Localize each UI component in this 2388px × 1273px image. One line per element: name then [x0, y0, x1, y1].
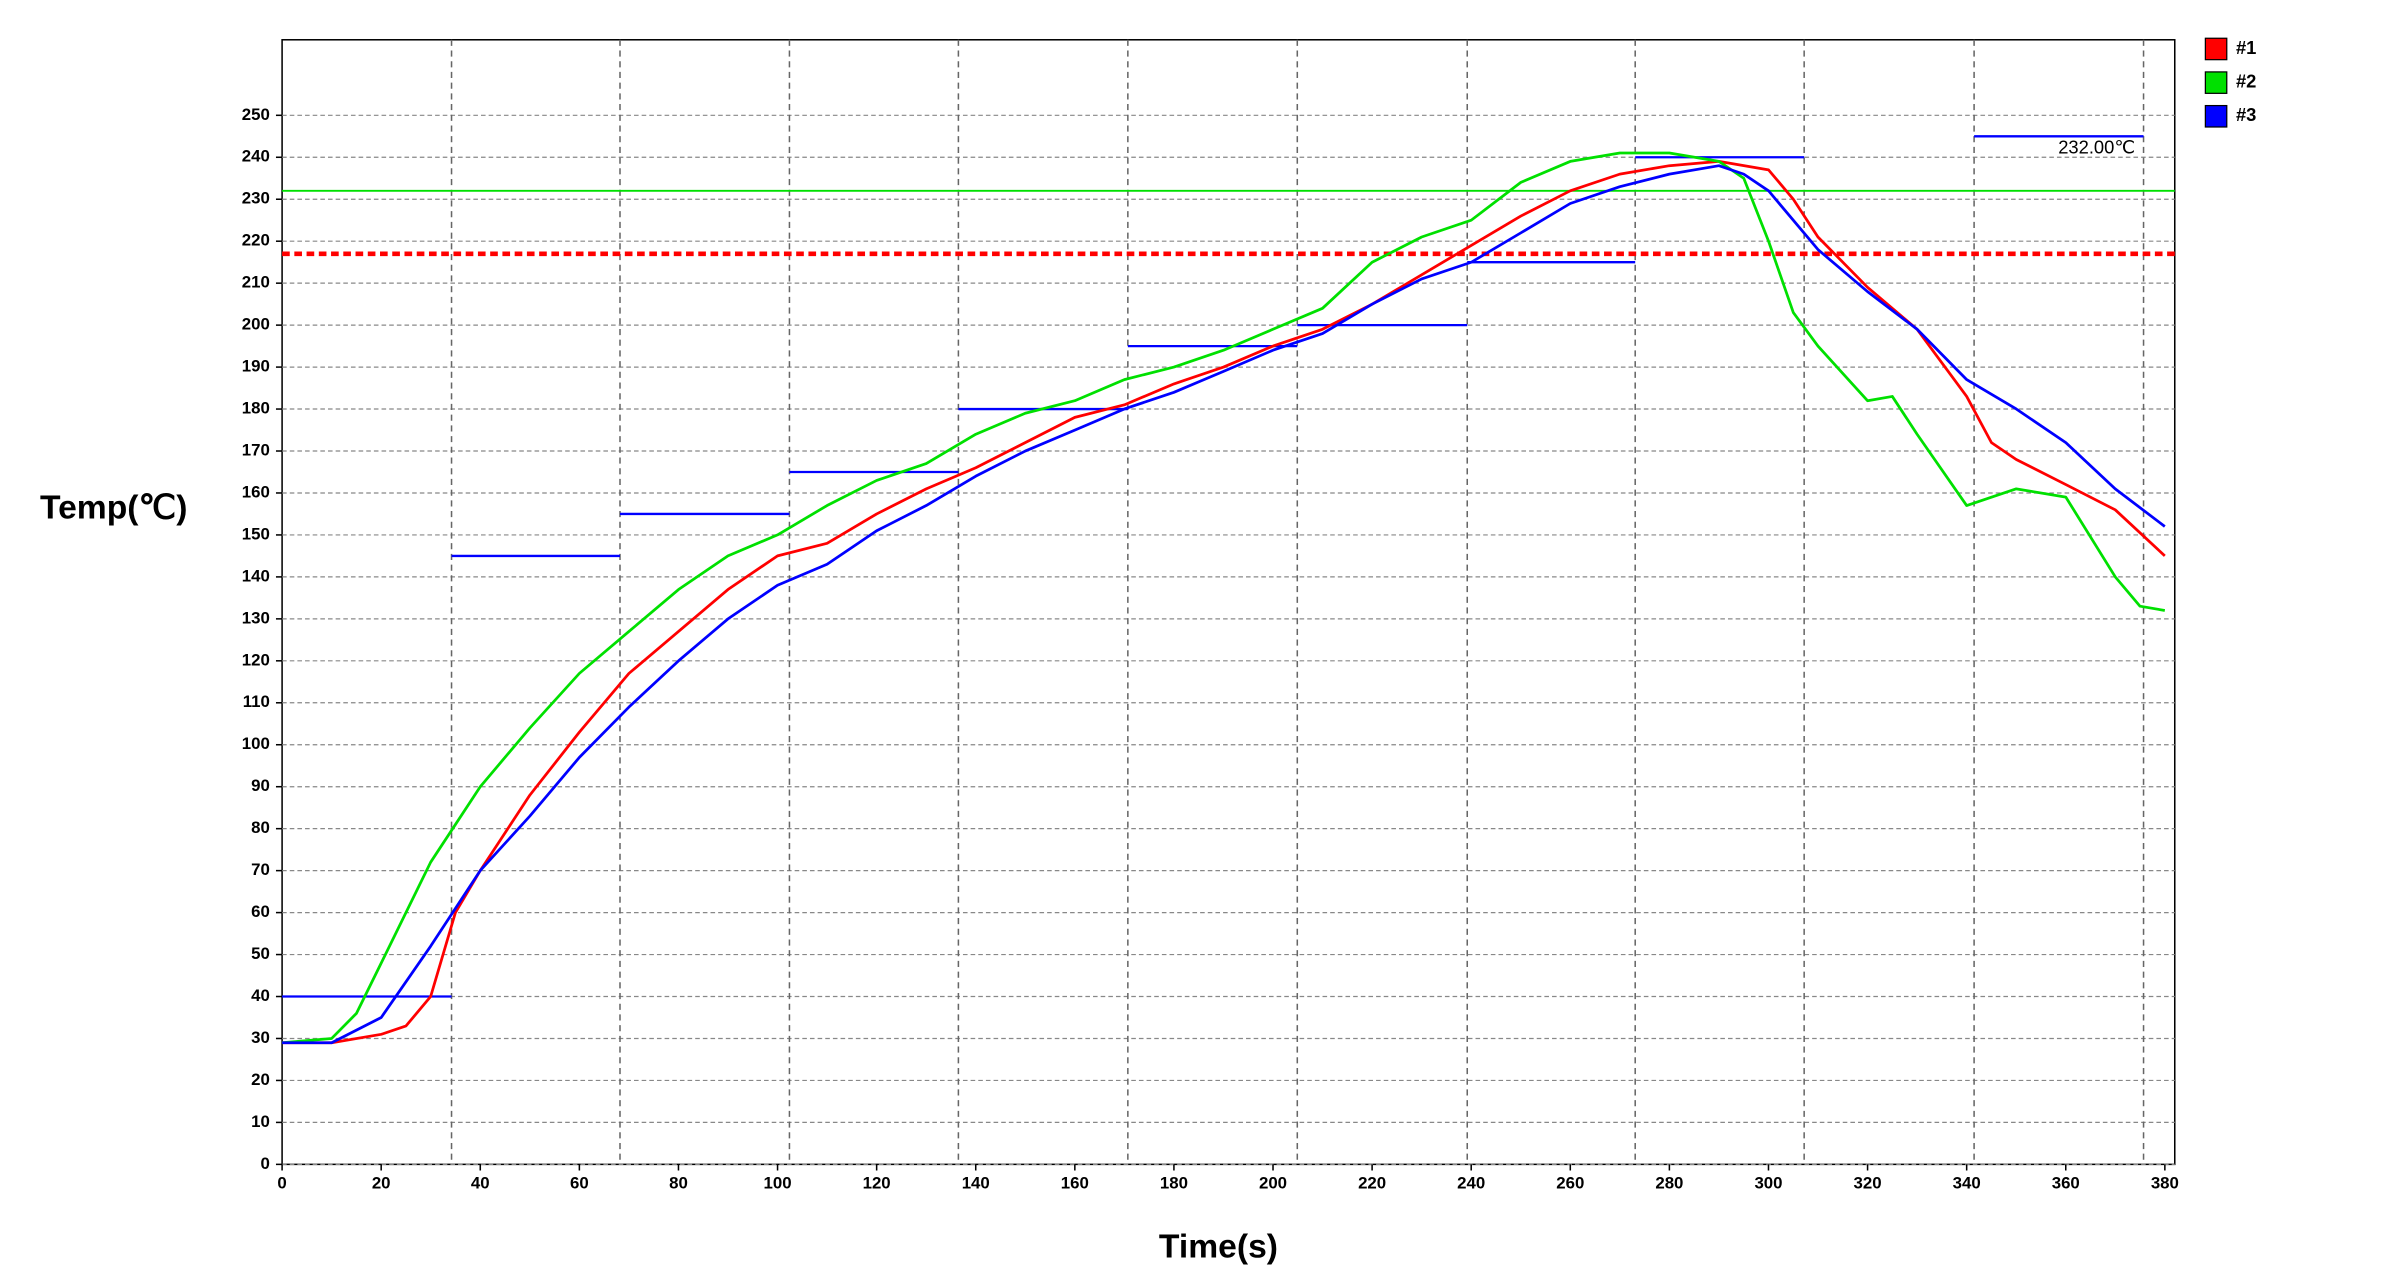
x-tick-label: 240 — [1457, 1174, 1485, 1193]
y-tick-label: 120 — [242, 650, 270, 669]
legend-label: #3 — [2236, 104, 2256, 125]
x-tick-label: 220 — [1358, 1174, 1386, 1193]
y-tick-label: 190 — [242, 357, 270, 376]
y-tick-label: 210 — [242, 273, 270, 292]
y-tick-label: 130 — [242, 608, 270, 627]
x-tick-label: 320 — [1854, 1174, 1882, 1193]
legend-swatch — [2204, 104, 2228, 128]
y-tick-label: 30 — [251, 1028, 270, 1047]
x-tick-label: 80 — [669, 1174, 688, 1193]
x-tick-label: 340 — [1953, 1174, 1981, 1193]
legend-swatch — [2204, 37, 2228, 61]
x-tick-label: 140 — [962, 1174, 990, 1193]
plot-area — [281, 39, 2176, 1166]
y-tick-label: 0 — [260, 1154, 269, 1173]
y-tick-label: 150 — [242, 524, 270, 543]
y-tick-label: 160 — [242, 482, 270, 501]
y-tick-label: 200 — [242, 315, 270, 334]
legend-label: #1 — [2236, 37, 2256, 58]
y-tick-label: 10 — [251, 1112, 270, 1131]
y-tick-label: 250 — [242, 105, 270, 124]
x-tick-label: 40 — [471, 1174, 490, 1193]
y-tick-label: 180 — [242, 399, 270, 418]
series-line — [282, 164, 2166, 1045]
y-tick-label: 230 — [242, 189, 270, 208]
y-tick-label: 240 — [242, 147, 270, 166]
legend-label: #2 — [2236, 70, 2256, 91]
y-tick-label: 220 — [242, 231, 270, 250]
reference-label: 232.00℃ — [2058, 136, 2135, 157]
y-tick-label: 70 — [251, 860, 270, 879]
y-tick-label: 110 — [243, 692, 270, 711]
y-tick-label: 40 — [251, 986, 270, 1005]
series-line — [281, 151, 2166, 1045]
x-tick-label: 200 — [1259, 1174, 1287, 1193]
x-tick-label: 120 — [863, 1174, 891, 1193]
series-line — [282, 160, 2166, 1045]
y-tick-label: 50 — [251, 944, 270, 963]
x-tick-label: 160 — [1061, 1174, 1089, 1193]
y-axis-label: Temp(℃) — [40, 489, 187, 526]
y-tick-label: 20 — [251, 1070, 270, 1089]
y-tick-label: 60 — [251, 902, 270, 921]
y-tick-label: 140 — [242, 566, 270, 585]
x-tick-label: 20 — [372, 1174, 391, 1193]
x-tick-label: 60 — [570, 1174, 589, 1193]
legend-swatch — [2204, 71, 2228, 94]
x-tick-label: 300 — [1754, 1174, 1782, 1193]
y-tick-label: 90 — [251, 776, 270, 795]
y-tick-label: 100 — [242, 734, 270, 753]
x-axis-label: Time(s) — [1159, 1228, 1278, 1265]
y-tick-label: 80 — [251, 818, 270, 837]
x-tick-label: 280 — [1655, 1174, 1683, 1193]
x-tick-label: 100 — [764, 1174, 792, 1193]
x-tick-label: 360 — [2052, 1174, 2080, 1193]
x-tick-label: 260 — [1556, 1174, 1584, 1193]
x-tick-label: 180 — [1160, 1174, 1188, 1193]
x-tick-label: 380 — [2151, 1174, 2179, 1193]
y-tick-label: 170 — [242, 440, 270, 459]
x-tick-label: 0 — [277, 1174, 286, 1193]
